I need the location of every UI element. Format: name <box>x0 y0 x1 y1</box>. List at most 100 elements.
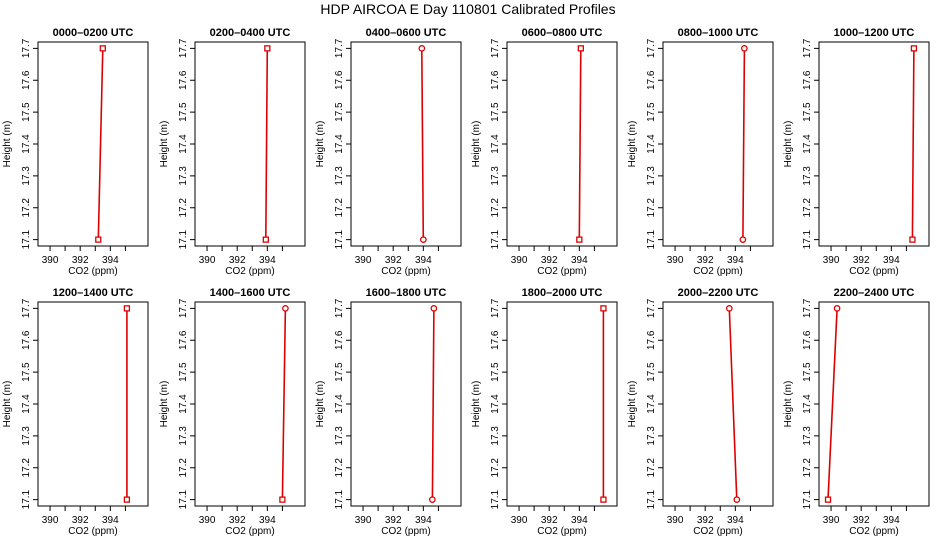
x-tick-label: 392 <box>853 515 870 526</box>
y-tick-label: 17.1 <box>646 229 657 249</box>
y-tick-label: 17.3 <box>802 426 813 446</box>
plot-frame <box>506 41 618 247</box>
y-tick-label: 17.4 <box>802 134 813 154</box>
panel-9: 1600–1800 UTC 390 392 394 17.1 17.2 17.3 17.4 17… <box>315 287 462 537</box>
y-tick-label: 17.4 <box>646 134 657 154</box>
panel-10: 1800–2000 UTC 390 392 394 17.1 17.2 17.3 17.4 17… <box>471 287 618 537</box>
y-tick-label: 17.2 <box>802 198 813 218</box>
y-tick-label: 17.5 <box>490 102 501 122</box>
y-tick-label: 17.3 <box>21 426 32 446</box>
x-tick-label: 392 <box>385 515 402 526</box>
data-point <box>419 236 427 243</box>
y-axis-label: Height (m) <box>2 381 13 428</box>
y-axis-label: Height (m) <box>159 121 170 168</box>
x-axis-label: CO2 (ppm) <box>693 526 742 537</box>
data-point <box>600 305 607 312</box>
y-tick-label: 17.1 <box>802 489 813 509</box>
y-tick-label: 17.2 <box>334 198 345 218</box>
y-tick-label: 17.2 <box>334 458 345 478</box>
x-tick-label: 394 <box>259 255 276 266</box>
y-axis-label: Height (m) <box>471 121 482 168</box>
x-axis-label: CO2 (ppm) <box>68 526 117 537</box>
y-tick-label: 17.3 <box>21 166 32 186</box>
y-tick-label: 17.1 <box>646 489 657 509</box>
panel-title: 0200–0400 UTC <box>210 27 291 39</box>
profile-line <box>265 48 269 240</box>
data-point <box>824 496 832 503</box>
data-point <box>577 45 584 52</box>
y-tick-label: 17.1 <box>178 229 189 249</box>
x-axis-label: CO2 (ppm) <box>225 266 274 277</box>
y-tick-label: 17.7 <box>490 38 501 58</box>
y-tick-label: 17.5 <box>21 102 32 122</box>
y-tick-label: 17.6 <box>490 70 501 90</box>
data-point <box>430 305 438 312</box>
y-tick-label: 17.6 <box>646 330 657 350</box>
panel-title: 0800–1000 UTC <box>678 27 759 39</box>
x-tick-label: 390 <box>511 515 528 526</box>
y-tick-label: 17.7 <box>178 298 189 318</box>
y-tick-label: 17.4 <box>21 394 32 414</box>
y-tick-label: 17.6 <box>802 70 813 90</box>
y-tick-label: 17.5 <box>21 362 32 382</box>
panel-6: 1000–1200 UTC 390 392 394 17.1 17.2 17.3 17.4 17… <box>783 27 930 277</box>
x-tick-label: 390 <box>667 255 684 266</box>
x-tick-label: 394 <box>571 515 588 526</box>
y-tick-label: 17.4 <box>802 394 813 414</box>
data-point <box>279 496 286 503</box>
x-axis-label: CO2 (ppm) <box>693 266 742 277</box>
data-point <box>910 45 918 52</box>
panel-2: 0200–0400 UTC 390 392 394 17.1 17.2 17.3 17.4 17… <box>159 27 306 277</box>
y-tick-label: 17.1 <box>490 229 501 249</box>
panel-title: 1000–1200 UTC <box>834 27 915 39</box>
y-tick-label: 17.2 <box>646 198 657 218</box>
data-point <box>95 236 102 243</box>
x-tick-label: 390 <box>823 255 840 266</box>
data-point <box>741 45 748 52</box>
y-tick-label: 17.7 <box>490 298 501 318</box>
x-tick-label: 392 <box>541 515 558 526</box>
x-axis-label: CO2 (ppm) <box>381 526 430 537</box>
x-tick-label: 390 <box>667 515 684 526</box>
y-tick-label: 17.1 <box>334 229 345 249</box>
y-tick-label: 17.3 <box>490 166 501 186</box>
panel-11: 2000–2200 UTC 390 392 394 17.1 17.2 17.3 17.4 17… <box>627 287 774 537</box>
y-tick-label: 17.6 <box>21 70 32 90</box>
plot-frame <box>350 301 462 507</box>
y-tick-label: 17.7 <box>802 298 813 318</box>
y-tick-label: 17.3 <box>334 426 345 446</box>
x-tick-label: 394 <box>259 515 276 526</box>
x-tick-label: 392 <box>541 255 558 266</box>
y-tick-label: 17.5 <box>802 362 813 382</box>
y-tick-label: 17.5 <box>646 102 657 122</box>
x-tick-label: 390 <box>511 255 528 266</box>
panel-8: 1400–1600 UTC 390 392 394 17.1 17.2 17.3 17.4 17… <box>159 287 306 537</box>
y-tick-label: 17.2 <box>21 458 32 478</box>
y-tick-label: 17.5 <box>490 362 501 382</box>
x-tick-label: 394 <box>102 255 119 266</box>
figure-title: HDP AIRCOA E Day 110801 Calibrated Profi… <box>320 1 616 17</box>
y-tick-label: 17.3 <box>646 426 657 446</box>
x-tick-label: 392 <box>697 255 714 266</box>
y-axis-label: Height (m) <box>315 381 326 428</box>
y-tick-label: 17.1 <box>490 489 501 509</box>
y-tick-label: 17.3 <box>490 426 501 446</box>
data-point <box>264 45 271 52</box>
plot-frame <box>37 41 149 247</box>
y-axis-label: Height (m) <box>783 381 794 428</box>
y-tick-label: 17.2 <box>802 458 813 478</box>
y-tick-label: 17.1 <box>178 489 189 509</box>
y-tick-label: 17.3 <box>334 166 345 186</box>
panel-title: 1400–1600 UTC <box>210 287 291 299</box>
data-point <box>600 496 607 503</box>
data-point <box>909 236 916 243</box>
plot-frame <box>194 41 306 247</box>
panel-title: 0600–0800 UTC <box>522 27 603 39</box>
y-tick-label: 17.5 <box>178 102 189 122</box>
x-tick-label: 394 <box>415 515 432 526</box>
data-point <box>733 496 741 503</box>
y-axis-label: Height (m) <box>2 121 13 168</box>
y-tick-label: 17.5 <box>334 102 345 122</box>
panel-title: 1800–2000 UTC <box>522 287 603 299</box>
